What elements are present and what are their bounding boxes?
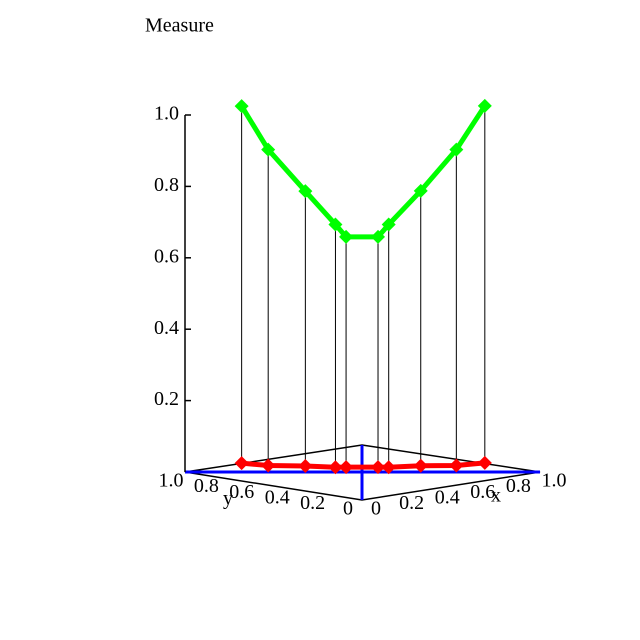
z-tick-label: 0.6 [154,245,179,267]
point [413,458,428,473]
y-axis-label: y [223,488,233,510]
point [477,455,492,470]
point [381,460,396,475]
series-line [239,104,487,240]
z-tick-label: 0.2 [154,388,179,410]
y-tick-label: 0 [343,498,353,520]
y-tick-label: 0.6 [229,481,254,503]
x-tick-label: 0.2 [399,492,424,514]
point [371,229,386,244]
chart-title: Measure [145,15,214,37]
point [413,183,428,198]
point [371,460,386,475]
point [298,184,313,199]
point [339,460,354,475]
x-tick-label: 0.4 [435,486,460,508]
point [449,142,464,157]
point [234,99,249,114]
point [339,229,354,244]
point [381,217,396,232]
point [328,460,343,475]
point [328,217,343,232]
y-tick-label: 1.0 [159,470,184,492]
point [261,458,276,473]
y-tick-label: 0.8 [194,475,219,497]
point [234,456,249,471]
x-tick-label: 0.8 [506,475,531,497]
point [261,142,276,157]
z-tick-label: 1.0 [154,103,179,125]
y-tick-label: 0.4 [265,486,290,508]
point [449,458,464,473]
x-axis-label: x [491,485,501,507]
y-tick-label: 0.2 [300,492,325,514]
z-tick-label: 0.8 [154,174,179,196]
x-tick-label: 0 [371,498,381,520]
z-tick-label: 0.4 [154,317,179,339]
x-tick-label: 1.0 [542,470,567,492]
point [477,98,492,113]
series-line [241,460,486,470]
x-tick-label: 0.6 [470,481,495,503]
point [298,459,313,474]
